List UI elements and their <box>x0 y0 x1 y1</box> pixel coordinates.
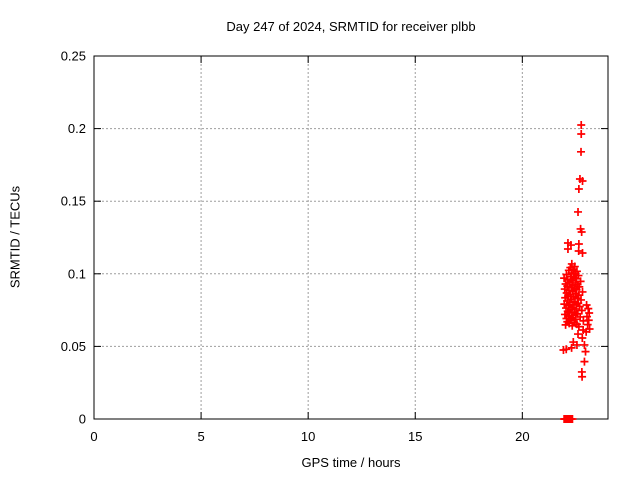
data-point-marker <box>578 333 587 342</box>
data-point-marker <box>577 129 586 138</box>
data-point-marker <box>581 347 590 356</box>
chart-title: Day 247 of 2024, SRMTID for receiver plb… <box>226 19 476 34</box>
data-point-marker <box>572 340 581 349</box>
data-point-marker <box>584 304 593 313</box>
data-point-marker <box>568 415 577 423</box>
data-point-marker <box>574 330 583 339</box>
data-point-marker <box>578 177 587 186</box>
x-tick-label: 5 <box>197 429 204 444</box>
data-point-marker <box>574 240 583 249</box>
data-point-marker <box>577 306 586 315</box>
plot-border <box>93 55 609 420</box>
data-point-marker <box>583 320 592 329</box>
data-point-marker <box>572 274 581 283</box>
data-point-marker <box>578 372 587 381</box>
x-tick-label: 0 <box>90 429 97 444</box>
x-tick-label: 20 <box>515 429 529 444</box>
data-point-marker <box>563 244 572 253</box>
data-point-marker <box>561 320 570 329</box>
y-tick-label: 0.05 <box>61 339 86 354</box>
data-point-marker <box>574 207 583 216</box>
data-point-marker <box>567 343 576 352</box>
data-point-marker <box>580 340 589 349</box>
y-tick-label: 0.2 <box>68 121 86 136</box>
y-tick-label: 0.25 <box>61 49 86 64</box>
data-point-marker <box>582 301 591 310</box>
data-point-marker <box>574 322 583 331</box>
x-tick-label: 15 <box>408 429 422 444</box>
data-point-marker <box>568 321 577 330</box>
data-point-marker <box>582 327 591 336</box>
y-tick-label: 0 <box>79 412 86 427</box>
data-point-marker <box>577 227 586 236</box>
data-point-marker <box>577 147 586 156</box>
data-point-marker <box>583 312 592 321</box>
data-point-marker <box>567 268 576 277</box>
data-point-marker <box>580 357 589 366</box>
data-point-marker <box>584 316 593 325</box>
data-point-marker <box>577 120 586 129</box>
x-tick-label: 10 <box>301 429 315 444</box>
x-axis-label: GPS time / hours <box>301 455 401 470</box>
data-point-marker <box>559 346 568 355</box>
data-point-marker <box>560 274 569 283</box>
y-tick-label: 0.1 <box>68 266 86 281</box>
y-tick-label: 0.15 <box>61 194 86 209</box>
data-point-marker <box>560 300 569 309</box>
data-point-marker <box>574 185 583 194</box>
data-point-marker <box>578 249 587 258</box>
